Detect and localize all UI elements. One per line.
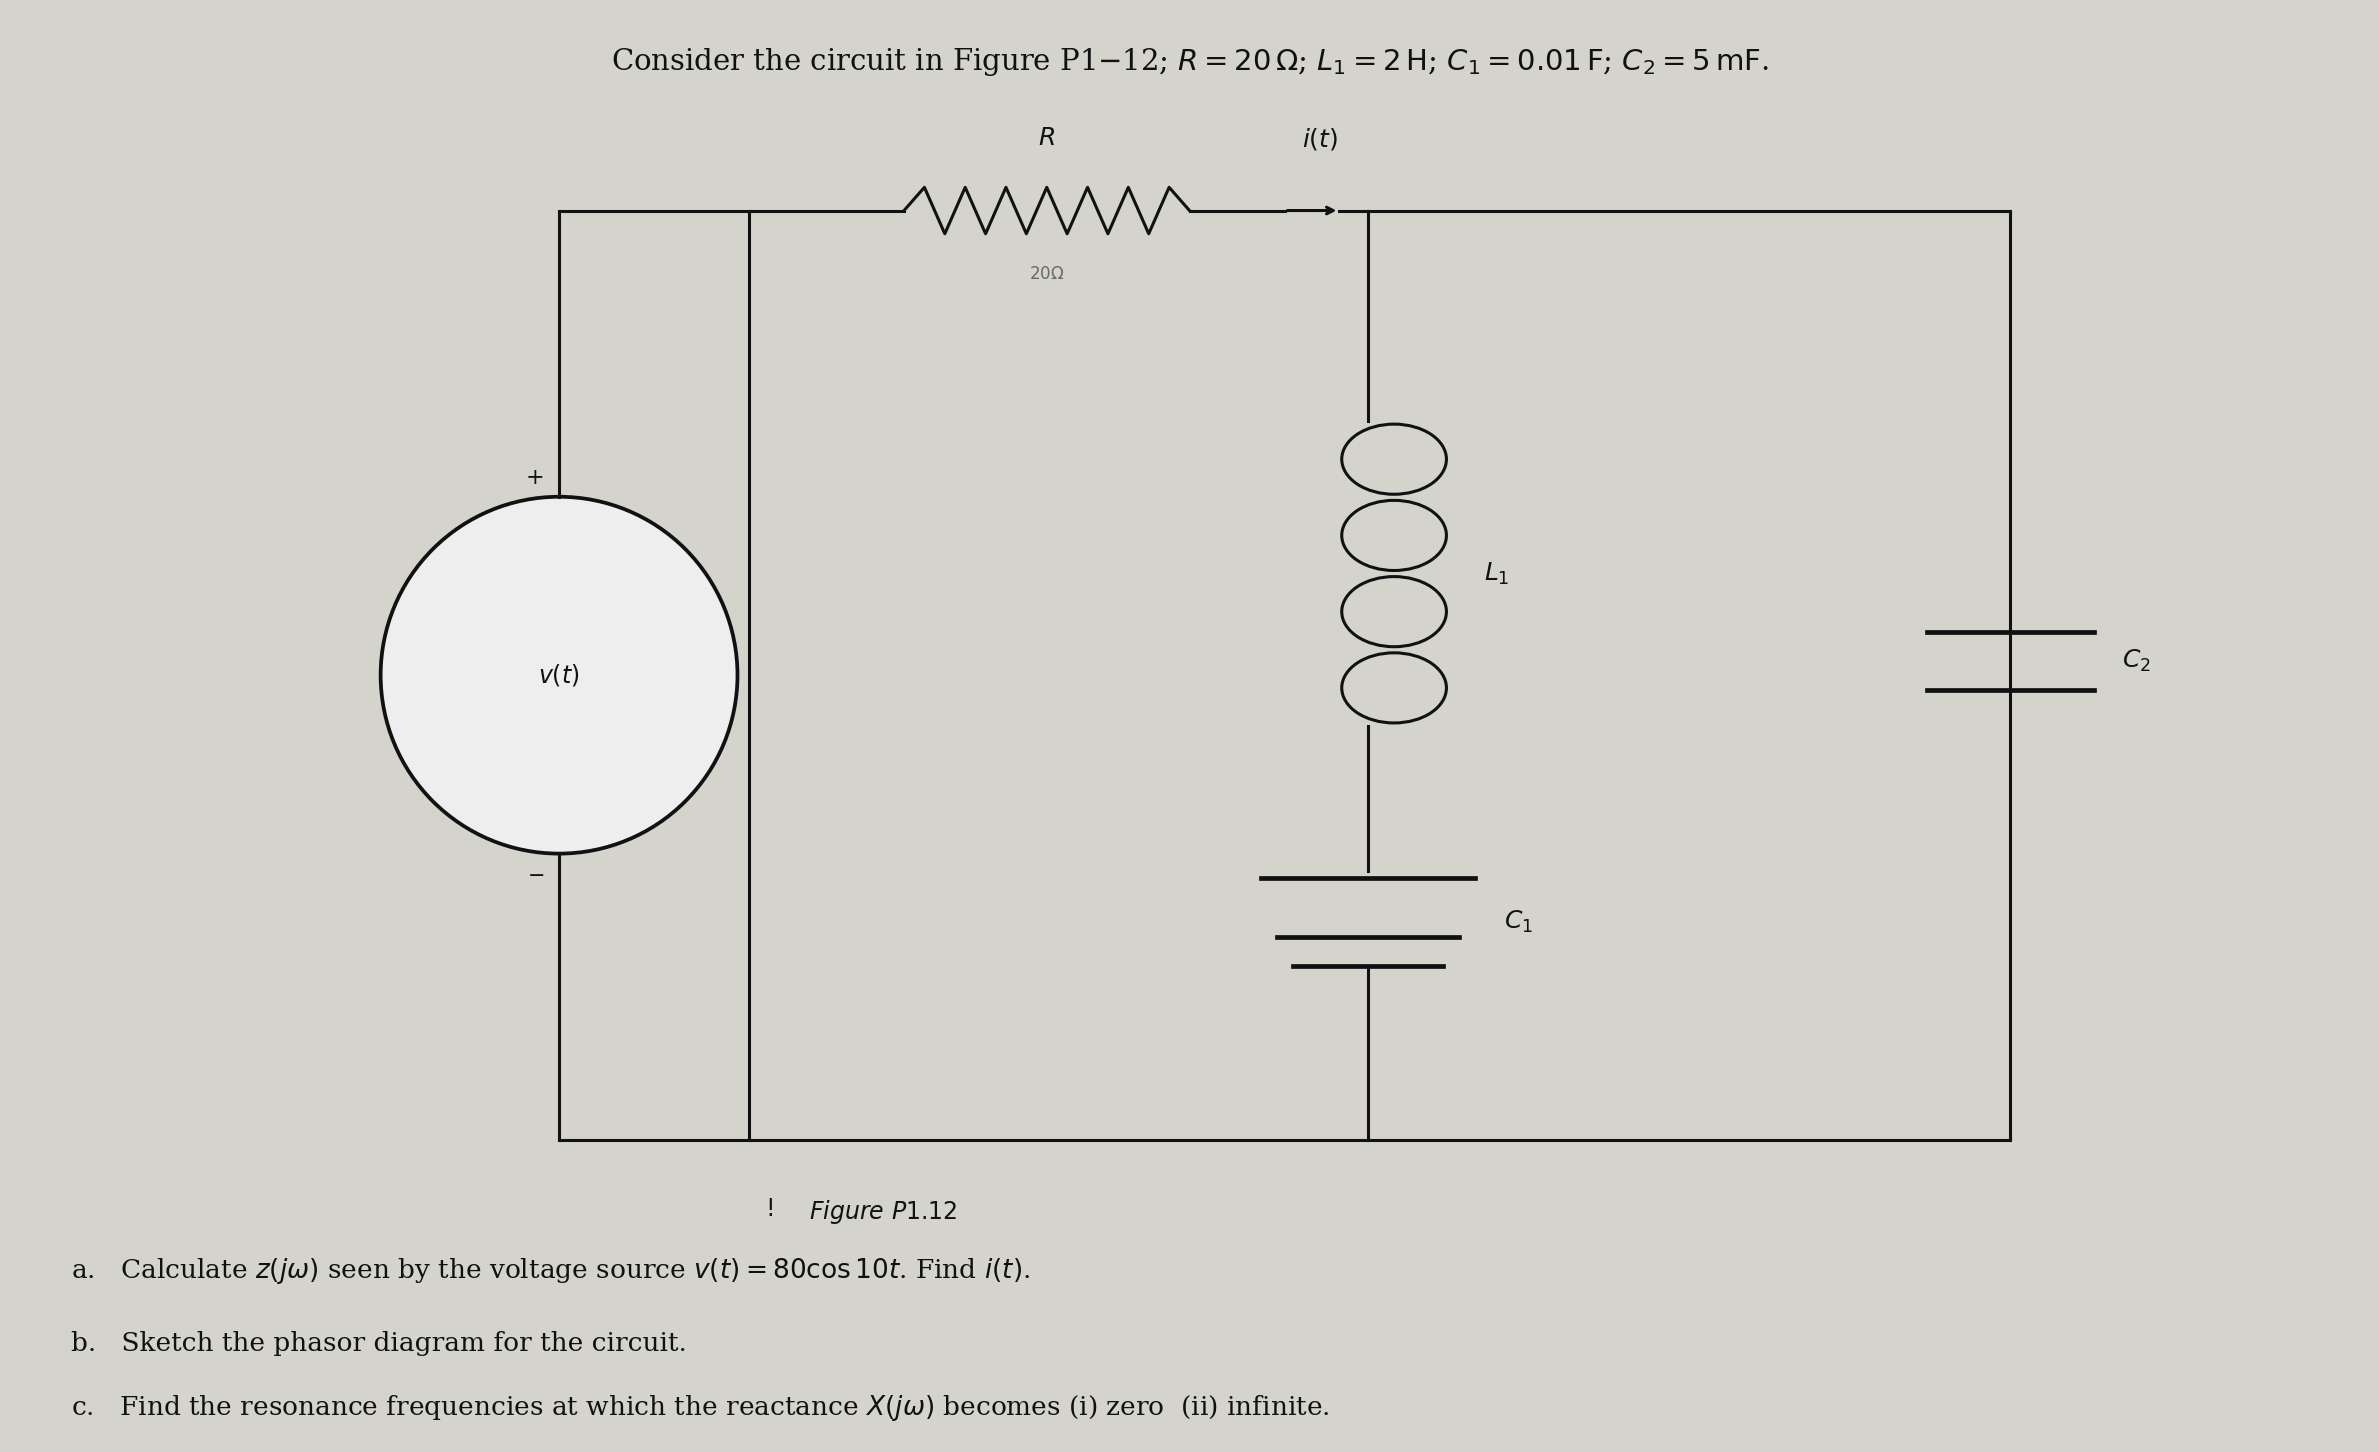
Text: $\mathit{!}$: $\mathit{!}$ <box>766 1198 773 1221</box>
Text: a.   Calculate $z(j\omega)$ seen by the voltage source $v(t) = 80\cos 10t$. Find: a. Calculate $z(j\omega)$ seen by the vo… <box>71 1256 1030 1285</box>
Text: $v(t)$: $v(t)$ <box>538 662 580 688</box>
Text: +: + <box>526 468 545 489</box>
Text: $R$: $R$ <box>1037 126 1056 150</box>
Text: b.   Sketch the phasor diagram for the circuit.: b. Sketch the phasor diagram for the cir… <box>71 1330 688 1356</box>
Ellipse shape <box>381 497 737 854</box>
Text: $i(t)$: $i(t)$ <box>1301 126 1339 152</box>
Text: $20\Omega$: $20\Omega$ <box>1030 266 1063 283</box>
Text: $C_2$: $C_2$ <box>2122 648 2151 674</box>
Text: Consider the circuit in Figure P1$-$12; $R = 20\,\Omega$; $L_1 = 2\,\mathrm{H}$;: Consider the circuit in Figure P1$-$12; … <box>611 46 1768 78</box>
Text: c.   Find the resonance frequencies at which the reactance $X(j\omega)$ becomes : c. Find the resonance frequencies at whi… <box>71 1394 1330 1423</box>
Text: $-$: $-$ <box>526 865 545 884</box>
Text: $C_1$: $C_1$ <box>1504 909 1532 935</box>
Text: $\mathit{Figure\ P1.12}$: $\mathit{Figure\ P1.12}$ <box>809 1198 956 1225</box>
Text: $L_1$: $L_1$ <box>1484 560 1511 587</box>
